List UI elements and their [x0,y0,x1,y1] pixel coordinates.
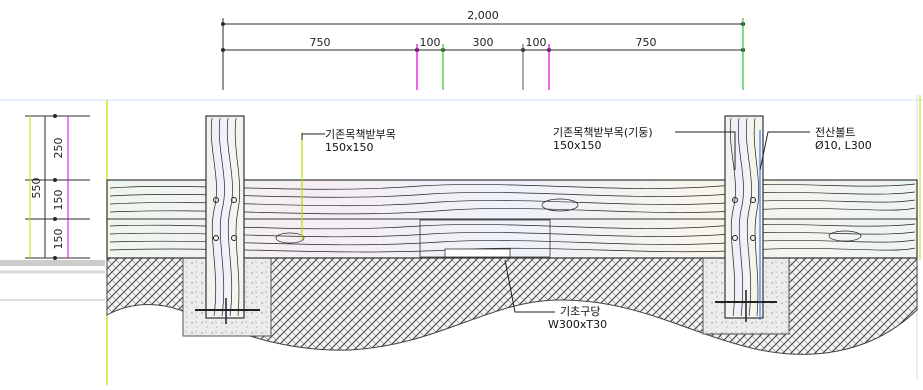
dim-segment-1: 750 [310,36,331,49]
footing-label: 기초구당 [560,305,600,318]
bolt-label: 전산볼트 [815,126,855,139]
dim-segment-2: 100 [420,36,441,49]
post-left [205,115,245,319]
dim-left-total: 550 [30,178,43,199]
post-right [724,115,764,319]
footing-size: W300xT30 [548,318,607,331]
leader-lines [301,131,810,313]
beam-label: 기존목책받부목 [325,128,396,141]
left-dimension-group: 550 250 150 150 [25,114,90,260]
anchor-bolt-left [195,298,260,324]
dim-segment-5: 750 [636,36,657,49]
guide-lines [301,95,921,320]
dim-left-segment-1: 250 [52,138,65,159]
bolt-size: Ø10, L300 [815,139,872,152]
beam-size: 150x150 [325,141,374,154]
post-size: 150x150 [553,139,602,152]
dim-left-segment-2: 150 [52,190,65,211]
post-label: 기존목책받부목(기둥) [553,126,653,139]
dim-segment-3: 300 [473,36,494,49]
frame-lines [0,95,923,385]
dim-left-segment-3: 150 [52,229,65,250]
dim-total-label: 2,000 [467,9,499,22]
top-dimension-group: 2,000 750 100 300 100 750 [221,9,745,90]
dim-segment-4: 100 [526,36,547,49]
anchor-bolt-right [715,290,777,322]
